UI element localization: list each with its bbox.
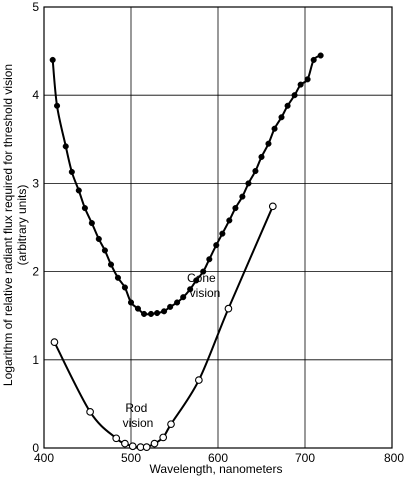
- cone-vision-point: [200, 268, 207, 275]
- cone-vision-point: [297, 81, 304, 88]
- cone-vision-point: [68, 168, 75, 175]
- cone-vision-point: [232, 205, 239, 212]
- cone-vision-point: [265, 140, 272, 147]
- cone-vision-point: [193, 277, 200, 284]
- y-axis-title-line1: Logarithm of relative radiant flux requi…: [1, 64, 15, 386]
- cone-vision-point: [134, 305, 142, 312]
- cone-vision-point: [161, 308, 168, 315]
- rod-vision-label-line2: vision: [123, 416, 154, 430]
- rod-vision-point: [159, 433, 168, 442]
- cone-vision-point: [88, 220, 95, 227]
- cone-vision-point: [245, 180, 252, 187]
- cone-vision-point: [154, 310, 161, 317]
- rod-vision-point: [86, 407, 94, 416]
- y-tick-label: 3: [32, 176, 39, 190]
- cone-vision-point: [95, 235, 102, 243]
- cone-vision-point: [180, 294, 187, 301]
- cone-vision-point: [317, 52, 324, 59]
- rod-vision-point: [128, 442, 137, 451]
- cone-vision-point: [107, 261, 115, 268]
- cone-vision-point: [121, 284, 128, 291]
- rod-vision-label-line1: Rod: [125, 401, 147, 415]
- curves: [51, 54, 322, 449]
- cone-vision-point: [167, 303, 174, 310]
- y-tick-label: 5: [32, 0, 39, 14]
- y-tick-label: 2: [32, 265, 39, 279]
- cone-vision-point: [206, 256, 213, 263]
- cone-vision-point: [239, 193, 246, 200]
- cone-vision-point: [291, 92, 298, 99]
- cone-vision-point: [101, 247, 108, 254]
- rod-vision-label: Rod vision: [123, 401, 154, 430]
- cone-vision-point: [127, 299, 135, 306]
- cone-vision-label-line1: Cone: [187, 271, 216, 285]
- grid: [43, 6, 393, 449]
- cone-vision-point: [174, 299, 181, 306]
- rod-vision-point: [167, 420, 175, 429]
- cone-vision-point: [213, 242, 220, 249]
- cone-vision-point: [75, 187, 82, 194]
- cone-vision-point: [252, 168, 259, 175]
- cone-vision-point: [310, 56, 317, 63]
- x-tick-label: 400: [34, 451, 54, 465]
- cone-vision-point: [81, 205, 88, 212]
- rod-vision-point: [121, 439, 129, 448]
- y-axis-title-line2: (arbitrary units): [15, 185, 29, 266]
- data-points: [49, 52, 324, 451]
- x-axis-title: Wavelength, nanometers: [150, 462, 283, 476]
- y-tick-label: 1: [32, 353, 39, 367]
- cone-vision-point: [147, 310, 155, 317]
- cone-vision-point: [62, 143, 69, 150]
- cone-vision-point: [258, 153, 265, 160]
- cone-vision-point: [219, 230, 226, 237]
- cone-vision-point: [187, 286, 194, 293]
- rod-vision-point: [195, 376, 203, 384]
- rod-vision-point: [150, 439, 159, 448]
- rod-vision-point: [142, 443, 151, 451]
- cone-vision-point: [226, 217, 233, 224]
- cone-vision-point: [54, 102, 61, 109]
- rod-vision-point: [224, 304, 233, 313]
- tick-labels: 400 500 600 700 800 0 1 2 3 4 5: [32, 0, 404, 465]
- x-tick-label: 500: [121, 451, 141, 465]
- cone-vision-point: [114, 274, 121, 281]
- rod-vision-point: [268, 202, 277, 211]
- rod-vision-point: [112, 434, 121, 443]
- x-tick-label: 700: [295, 451, 315, 465]
- cone-vision-point: [271, 125, 278, 132]
- y-tick-label: 0: [32, 441, 39, 455]
- y-tick-label: 4: [32, 88, 39, 102]
- rod-vision-point: [50, 338, 59, 347]
- cone-vision-point: [141, 310, 148, 317]
- cone-vision-point: [278, 114, 285, 121]
- cone-vision-point: [304, 76, 311, 83]
- cone-vision-point: [49, 56, 56, 63]
- x-tick-label: 800: [384, 451, 404, 465]
- cone-vision-point: [284, 102, 291, 109]
- x-tick-label: 600: [208, 451, 228, 465]
- cone-vision-label-line2: vision: [190, 286, 221, 300]
- cone-vision-label: Cone vision: [187, 271, 220, 300]
